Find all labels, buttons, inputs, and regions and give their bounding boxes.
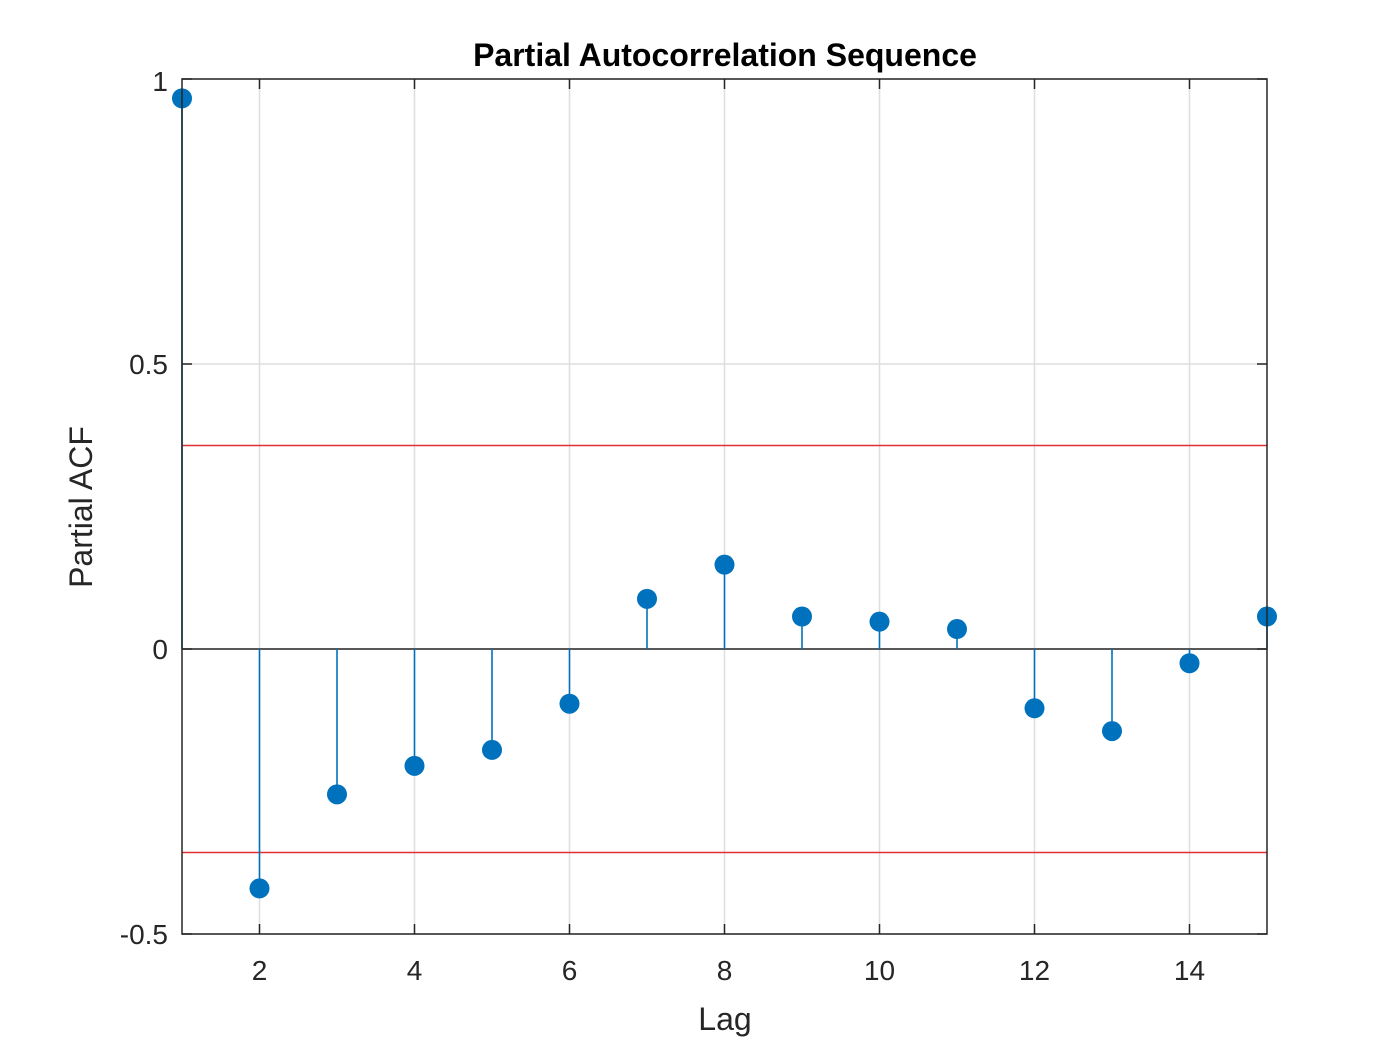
stem-marker	[1024, 698, 1045, 719]
axis-ticks	[182, 78, 1267, 935]
x-tick-label: 4	[407, 955, 423, 986]
x-tick-label: 6	[562, 955, 578, 986]
stem-marker	[637, 588, 657, 609]
y-tick-label: 0.5	[129, 349, 168, 380]
y-tick-label: 1	[152, 66, 168, 97]
stem-marker	[869, 611, 890, 632]
y-tick-label: 0	[152, 634, 168, 665]
stem-marker	[482, 739, 502, 760]
x-tick-label: 8	[717, 955, 733, 986]
stem-marker	[327, 784, 347, 805]
y-axis-label: Partial ACF	[63, 426, 99, 588]
chart-title: Partial Autocorrelation Sequence	[473, 37, 977, 73]
stem-marker	[947, 619, 967, 640]
x-axis-label: Lag	[698, 1001, 751, 1037]
stem-marker	[1179, 653, 1200, 674]
stem-marker	[404, 755, 425, 776]
x-tick-label: 14	[1174, 955, 1205, 986]
stem-marker	[792, 606, 812, 627]
x-tick-label: 2	[252, 955, 268, 986]
stem-marker	[1102, 721, 1122, 742]
stem-marker	[714, 554, 735, 575]
tick-labels: 2 4 6 8 10 12 14 -0.5 0 0.5 1	[120, 66, 1205, 986]
x-tick-label: 12	[1019, 955, 1050, 986]
x-tick-label: 10	[864, 955, 895, 986]
stem-marker	[249, 878, 270, 899]
y-tick-label: -0.5	[120, 919, 168, 950]
confidence-bounds	[182, 444, 1267, 854]
stem-marker	[559, 693, 580, 714]
